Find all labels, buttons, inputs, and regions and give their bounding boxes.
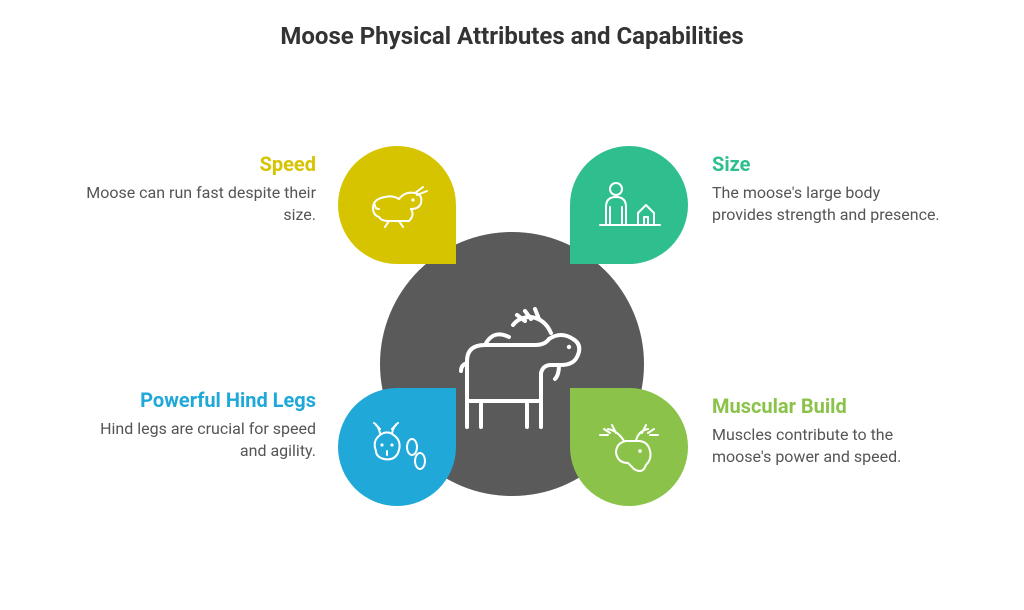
heading-speed: Speed (86, 152, 316, 176)
leaf-speed (338, 146, 456, 264)
leaf-hind-legs (338, 388, 456, 506)
text-size: Size The moose's large body provides str… (712, 152, 942, 225)
deer-hoof-icon (362, 417, 432, 477)
leaf-size (570, 146, 688, 264)
heading-muscular: Muscular Build (712, 394, 942, 418)
text-hind-legs: Powerful Hind Legs Hind legs are crucial… (86, 388, 316, 461)
leaf-muscular (570, 388, 688, 506)
antler-head-icon (594, 417, 664, 477)
desc-muscular: Muscles contribute to the moose's power … (712, 424, 942, 467)
desc-hind-legs: Hind legs are crucial for speed and agil… (86, 418, 316, 461)
infographic-canvas: Speed Moose can run fast despite their s… (0, 50, 1024, 610)
text-speed: Speed Moose can run fast despite their s… (86, 152, 316, 225)
desc-size: The moose's large body provides strength… (712, 182, 942, 225)
heading-hind-legs: Powerful Hind Legs (86, 388, 316, 412)
page-title: Moose Physical Attributes and Capabiliti… (0, 0, 1024, 50)
figure-house-icon (594, 177, 664, 233)
text-muscular: Muscular Build Muscles contribute to the… (712, 394, 942, 467)
heading-size: Size (712, 152, 942, 176)
rabbit-icon (365, 177, 429, 233)
desc-speed: Moose can run fast despite their size. (86, 182, 316, 225)
